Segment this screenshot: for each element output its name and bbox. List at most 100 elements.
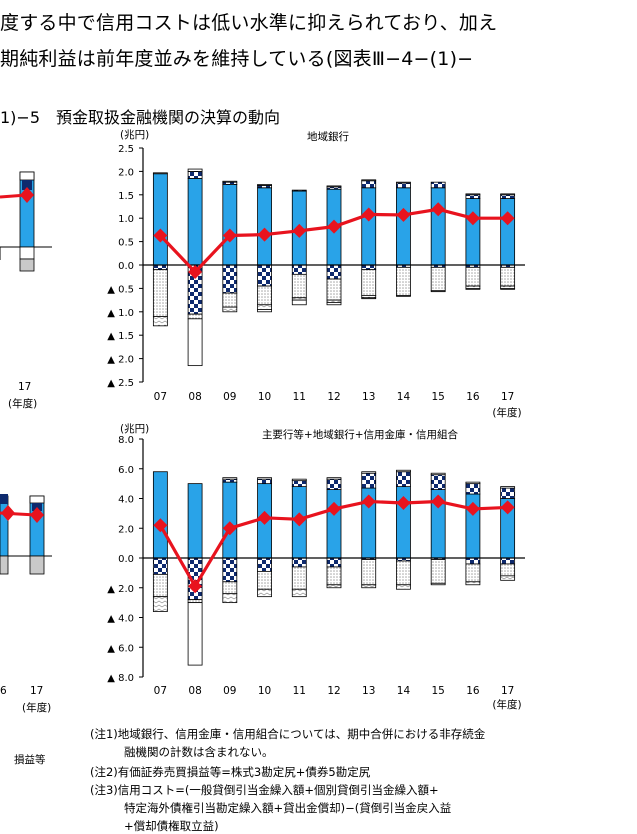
net-income-marker [500,500,515,515]
bar-negative-4 [257,309,272,313]
bar-positive-2 [187,171,203,179]
bar-negative-4 [326,302,342,306]
bar-negative-4 [187,602,203,666]
net-income-marker [222,228,237,243]
y-tick-label: ▲ 6.0 [107,643,134,654]
x-tick-label: 12 [327,391,340,403]
x-tick-label: 17 [501,685,514,697]
bar-negative-2 [222,581,238,595]
net-income-marker [153,228,168,243]
bar-positive-1 [326,489,342,559]
x-tick-label: 13 [362,391,375,403]
bar-positive-3 [361,179,377,182]
bar-negative-4 [500,287,516,290]
x-tick-label: 10 [258,685,271,697]
bar-positive-1 [222,481,238,559]
note-1: (注1)地域銀行、信用金庫・信用組合については、期中合併における非存続金 [90,727,486,741]
y-tick-label: ▲ 4.0 [107,614,134,625]
x-axis-label: (年度) [492,406,521,419]
x-tick-label: 10 [258,391,271,403]
bar-negative-2 [187,599,203,604]
bar-negative-3 [152,316,168,327]
y-tick-label: 2.5 [118,144,134,155]
chart-title: 地域銀行 [307,130,349,143]
x-tick-label: 11 [293,391,306,403]
bar-positive-3 [465,193,481,196]
x-tick-label: 07 [154,391,167,403]
bar-negative-1 [257,557,272,572]
net-income-marker [431,202,446,217]
y-tick-label: 0.0 [118,554,134,565]
bar-negative-2 [291,566,307,590]
bar-negative-1 [222,557,238,583]
bar-negative-2 [152,573,168,598]
bar-positive-1 [187,483,203,559]
bar-positive-2 [465,483,481,495]
left-partial-chart-top [0,171,52,272]
y-tick-label: 0.5 [118,238,134,249]
bar-positive-3 [326,185,342,188]
bar-negative-4 [465,287,481,290]
left-bottom-tick-1: 6 [0,685,7,697]
bar-negative-3 [465,581,481,586]
bar-negative-2 [500,563,516,577]
bar-negative-1 [222,264,238,294]
net-income-marker [257,227,272,242]
chart-title: 主要行等+地域銀行+信用金庫・信用組合 [262,428,459,441]
bar-negative-3 [361,584,377,589]
bar-negative-3 [430,582,446,586]
bar-negative-2 [500,266,516,287]
bar-negative-2 [465,563,481,583]
bar-negative-1 [361,264,377,271]
bar-negative-3 [257,588,272,598]
bar-positive-3 [291,478,307,482]
bar-positive-2 [257,478,272,485]
y-tick-label: ▲ 2.5 [107,378,134,389]
bar-negative-1 [152,557,168,575]
x-tick-label: 07 [154,685,167,697]
bar-positive-2 [500,194,516,199]
note-1-cont: 融機関の計数は含まれない。 [124,745,274,759]
y-tick-label: ▲ 2.0 [107,584,134,595]
bar-positive-3 [222,477,238,480]
x-tick-label: 09 [223,685,236,697]
bar-negative-2 [430,559,446,584]
y-tick-label: ▲ 1.5 [107,331,134,342]
bar-negative-3 [291,588,307,598]
net-income-marker [396,207,411,222]
bar-negative-4 [430,290,446,293]
bar-negative-2 [257,285,272,306]
bar-positive-2 [396,182,411,189]
bar-positive-3 [152,172,168,175]
net-income-marker [153,518,168,533]
net-income-marker [465,211,480,226]
bar-positive-3 [257,184,272,186]
bar-negative-4 [291,299,307,306]
net-income-marker [361,494,376,509]
bar-positive-3 [222,180,238,183]
bar-negative-3 [222,593,238,604]
y-tick-label: 2.0 [118,167,134,178]
bar-negative-2 [257,570,272,590]
left-top-tick: 17 [18,381,32,393]
left-bottom-unit: (年度) [22,702,52,714]
bar-positive-3 [500,193,516,196]
bar-negative-4 [361,297,377,300]
bar-positive-2 [291,480,307,488]
bar-negative-1 [326,264,342,280]
bar-positive-1 [257,187,272,266]
bar-positive-1 [361,187,377,266]
net-income-marker [327,219,341,234]
bar-negative-2 [291,273,307,299]
y-tick-label: 8.0 [118,435,134,446]
bar-positive-3 [430,472,446,476]
bar-negative-2 [396,560,411,586]
bar-negative-1 [291,264,307,275]
bar-positive-3 [326,477,342,480]
bar-negative-1 [291,557,307,568]
bar-negative-3 [326,584,342,589]
bar-negative-1 [152,264,168,271]
bar-positive-1 [396,187,411,266]
bar-positive-3 [187,168,203,172]
left-partial-chart-bottom [0,494,52,575]
